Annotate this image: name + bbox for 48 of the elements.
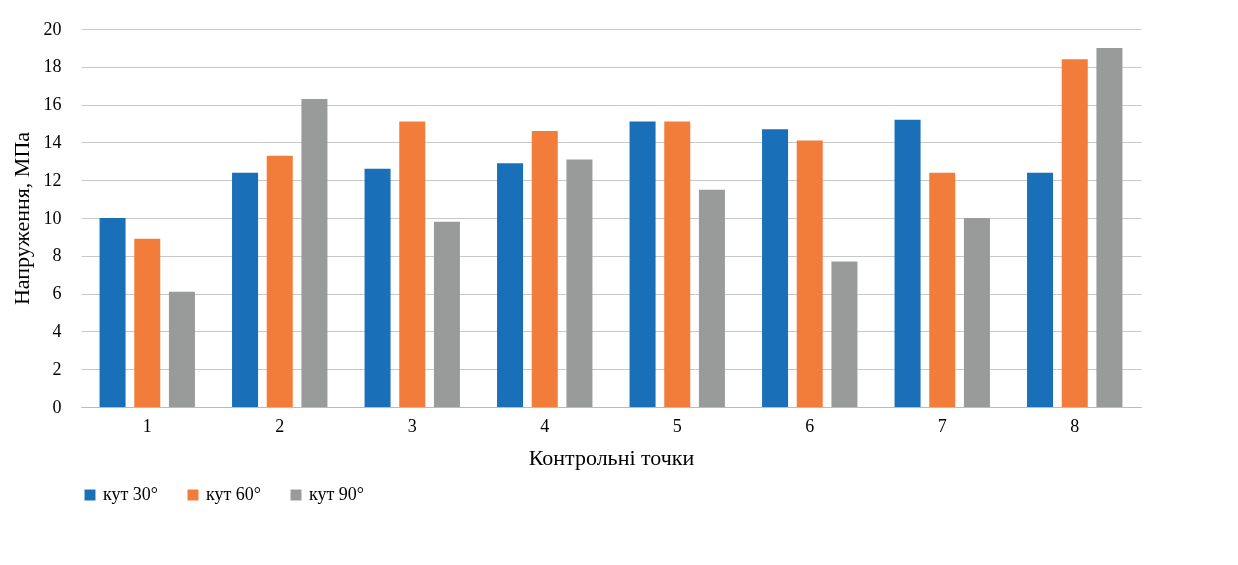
y-tick-label: 16 <box>43 94 62 115</box>
y-tick-label: 0 <box>52 396 62 417</box>
bar <box>963 218 990 407</box>
x-tick-label: 7 <box>937 415 947 436</box>
x-tick-label: 5 <box>672 415 682 436</box>
bar <box>1061 59 1088 407</box>
bar <box>831 261 858 407</box>
x-tick-label: 2 <box>275 415 285 436</box>
bar <box>796 140 823 407</box>
y-tick-label: 6 <box>52 283 62 304</box>
y-tick-label: 12 <box>43 169 62 190</box>
legend-label: кут 60° <box>206 484 262 504</box>
x-tick-label: 6 <box>805 415 815 436</box>
bar <box>698 189 725 407</box>
bar <box>566 159 593 407</box>
bar <box>134 238 161 407</box>
y-tick-label: 4 <box>52 320 62 341</box>
bar <box>301 98 328 407</box>
bar <box>664 121 691 407</box>
x-tick-label: 4 <box>540 415 550 436</box>
y-axis-title: Напруження, МПа <box>8 131 34 306</box>
bar <box>232 172 259 407</box>
x-axis-title: Контрольні точки <box>528 444 695 470</box>
y-tick-label: 2 <box>52 358 62 379</box>
y-tick-label: 14 <box>43 131 62 152</box>
bar <box>99 218 126 407</box>
bar <box>497 163 524 407</box>
y-tick-label: 20 <box>43 18 62 39</box>
bar <box>433 221 460 407</box>
bar <box>531 131 558 407</box>
bar <box>929 172 956 407</box>
bar <box>364 168 391 407</box>
y-tick-label: 18 <box>43 56 62 77</box>
bar <box>894 119 921 407</box>
x-tick-label: 3 <box>407 415 417 436</box>
bar <box>1096 47 1123 407</box>
bar <box>762 129 789 407</box>
bar <box>266 155 293 407</box>
bar <box>629 121 656 407</box>
bar <box>168 291 195 407</box>
bar <box>1027 172 1054 407</box>
y-tick-label: 8 <box>52 245 62 266</box>
x-tick-label: 1 <box>142 415 152 436</box>
legend-label: кут 30° <box>103 484 159 504</box>
y-tick-label: 10 <box>43 207 62 228</box>
x-tick-label: 8 <box>1070 415 1080 436</box>
bar <box>399 121 426 407</box>
legend-label: кут 90° <box>309 484 365 504</box>
